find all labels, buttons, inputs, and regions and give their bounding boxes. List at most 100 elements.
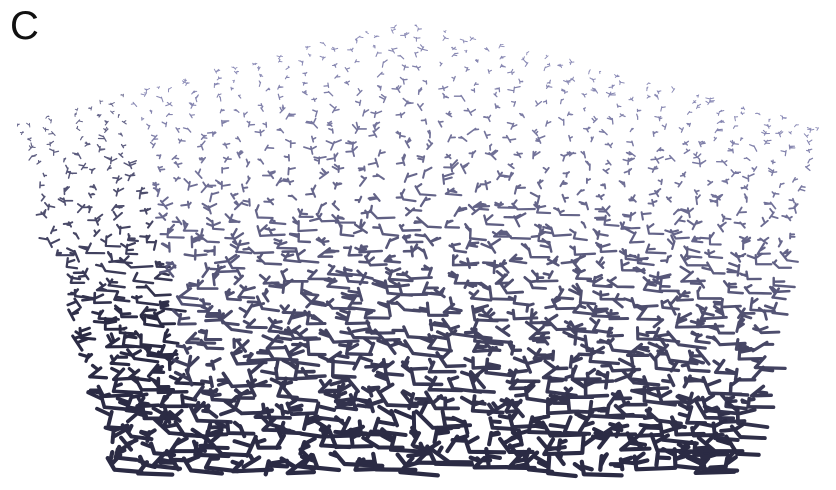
filament-634 [530, 269, 559, 283]
filament-924 [214, 420, 256, 436]
filament-897 [333, 391, 359, 411]
filament-264 [626, 140, 634, 147]
filament-461 [474, 182, 482, 193]
filament-204 [36, 160, 42, 165]
filament-577 [772, 276, 796, 289]
filament-748 [78, 352, 94, 363]
filament-606 [648, 271, 672, 285]
filament-47 [331, 46, 339, 52]
filament-430 [536, 179, 544, 190]
filament-378 [138, 191, 149, 200]
filament-284 [305, 117, 319, 129]
filament-512 [106, 250, 133, 265]
filament-219 [376, 85, 382, 91]
filament-109 [194, 94, 199, 103]
filament-826 [281, 358, 318, 381]
filament-489 [331, 200, 340, 211]
filament-453 [287, 194, 298, 201]
filament-1018 [680, 448, 740, 473]
filament-851 [115, 392, 153, 416]
filament-332 [622, 157, 636, 166]
filament-997 [299, 453, 319, 469]
filament-760 [318, 328, 360, 344]
filament-474 [757, 236, 770, 245]
filament-522 [308, 212, 339, 223]
filament-521 [291, 216, 318, 233]
filament-224 [493, 91, 498, 98]
filament-312 [173, 161, 183, 169]
filament-217 [323, 90, 334, 97]
filament-321 [372, 121, 381, 132]
filament-415 [209, 191, 220, 203]
filament-211 [182, 127, 192, 133]
filament-25 [614, 74, 620, 78]
filament-310 [124, 172, 136, 182]
filament-817 [111, 379, 143, 395]
filament-154 [439, 61, 443, 67]
filament-469 [640, 211, 652, 221]
filament-519 [256, 224, 274, 238]
filament-1007 [506, 443, 537, 471]
filament-994 [263, 458, 290, 477]
filament-848 [728, 377, 750, 397]
filament-70 [75, 119, 84, 125]
filament-140 [121, 120, 127, 125]
filament-766 [428, 317, 475, 338]
filament-201 [749, 144, 758, 152]
filament-56 [546, 62, 551, 67]
filament-352 [303, 145, 317, 155]
filament-501 [594, 214, 620, 227]
filament-822 [200, 375, 214, 389]
filament-622 [280, 268, 309, 283]
filament-899 [363, 382, 419, 409]
filament-386 [313, 155, 327, 165]
filament-653 [224, 288, 242, 302]
filament-285 [326, 120, 333, 127]
filament-555 [288, 232, 312, 244]
filament-333 [647, 165, 659, 173]
filament-197 [661, 123, 667, 130]
filament-235 [743, 157, 751, 162]
filament-119 [417, 44, 428, 52]
filament-558 [352, 218, 369, 235]
filament-397 [562, 171, 571, 178]
filament-83 [372, 44, 376, 49]
filament-683 [139, 313, 165, 329]
filament-674 [660, 299, 680, 311]
filament-373 [788, 202, 799, 214]
filament-292 [482, 114, 492, 123]
filament-506 [699, 231, 722, 246]
filament-754 [196, 338, 225, 351]
filament-41 [183, 81, 190, 86]
filament-222 [438, 85, 449, 92]
filament-300 [664, 154, 676, 162]
filament-425 [416, 155, 426, 163]
filament-711 [707, 322, 736, 335]
filament-372 [763, 201, 777, 210]
filament-839 [541, 359, 569, 382]
filament-510 [65, 256, 79, 270]
filament-377 [111, 203, 125, 212]
filament-800 [431, 329, 458, 351]
filament-1003 [406, 440, 475, 467]
filament-50 [390, 28, 396, 34]
filament-387 [326, 152, 339, 162]
filament-27 [671, 86, 676, 93]
filament-654 [237, 284, 256, 300]
filament-156 [487, 69, 492, 74]
filament-431 [559, 180, 568, 188]
filament-43 [233, 70, 239, 75]
filament-902 [436, 395, 455, 409]
filament-445 [116, 223, 131, 235]
filament-120 [451, 52, 459, 58]
filament-77 [232, 79, 235, 84]
filament-353 [325, 139, 342, 151]
filament-216 [311, 97, 318, 102]
filament-490 [354, 195, 363, 204]
filament-676 [695, 303, 728, 321]
filament-729 [377, 294, 401, 318]
filament-718 [162, 328, 180, 345]
filament-152 [397, 54, 405, 60]
filament-509 [779, 248, 799, 263]
filament-675 [667, 295, 679, 316]
